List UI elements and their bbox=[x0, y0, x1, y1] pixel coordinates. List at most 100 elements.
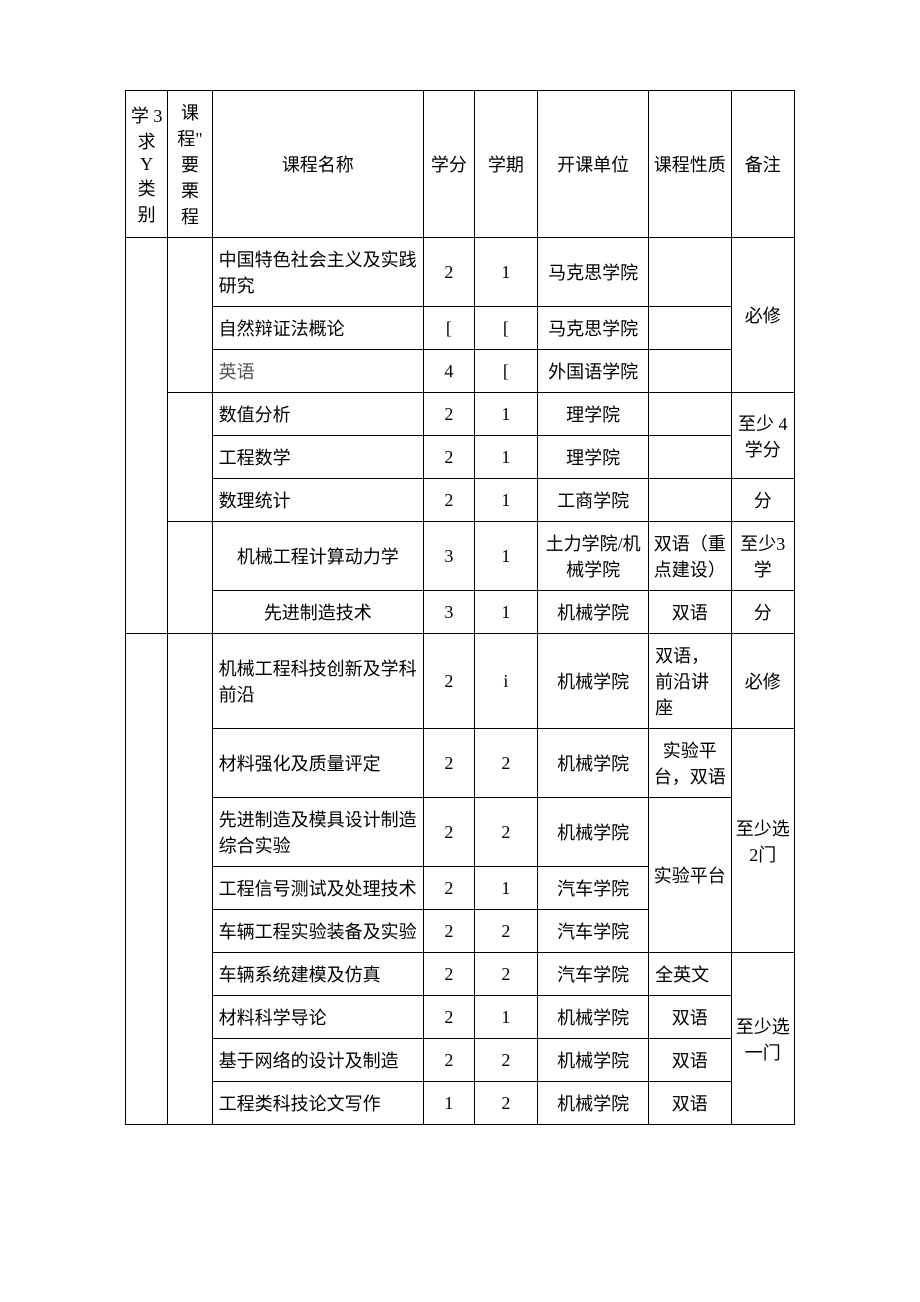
table-row: 数值分析 2 1 理学院 至少 4 学分 bbox=[126, 393, 795, 436]
course-name: 材料科学导论 bbox=[212, 996, 423, 1039]
table-row: 材料科学导论 2 1 机械学院 双语 bbox=[126, 996, 795, 1039]
course-term: 1 bbox=[474, 591, 537, 634]
col-course-name: 课程名称 bbox=[212, 91, 423, 238]
course-name: 车辆系统建模及仿真 bbox=[212, 953, 423, 996]
course-nature bbox=[649, 479, 731, 522]
course-term: 1 bbox=[474, 436, 537, 479]
course-nature: 双语 bbox=[649, 996, 731, 1039]
course-dept: 马克思学院 bbox=[538, 238, 649, 307]
col-category1: 学 3 求 Y 类别 bbox=[126, 91, 168, 238]
course-name: 自然辩证法概论 bbox=[212, 307, 423, 350]
course-credit: 2 bbox=[424, 436, 475, 479]
course-credit: [ bbox=[424, 307, 475, 350]
course-term: 1 bbox=[474, 393, 537, 436]
course-credit: 3 bbox=[424, 522, 475, 591]
course-name: 工程信号测试及处理技术 bbox=[212, 867, 423, 910]
course-table: 学 3 求 Y 类别 课程" 要 栗 程 课程名称 学分 学期 开课单位 课程性… bbox=[125, 90, 795, 1125]
course-credit: 2 bbox=[424, 910, 475, 953]
col-nature: 课程性质 bbox=[649, 91, 731, 238]
course-credit: 2 bbox=[424, 729, 475, 798]
cat2-cell bbox=[168, 238, 212, 393]
course-term: [ bbox=[474, 307, 537, 350]
course-term: i bbox=[474, 634, 537, 729]
table-row: 工程数学 2 1 理学院 bbox=[126, 436, 795, 479]
course-name: 机械工程计算动力学 bbox=[212, 522, 423, 591]
course-dept: 土力学院/机械学院 bbox=[538, 522, 649, 591]
col-category2: 课程" 要 栗 程 bbox=[168, 91, 212, 238]
note-cell: 必修 bbox=[731, 634, 794, 729]
course-term: 1 bbox=[474, 479, 537, 522]
table-row: 机械工程计算动力学 3 1 土力学院/机械学院 双语（重点建设） 至少3 学 bbox=[126, 522, 795, 591]
course-name: 数值分析 bbox=[212, 393, 423, 436]
course-name: 机械工程科技创新及学科前沿 bbox=[212, 634, 423, 729]
course-credit: 2 bbox=[424, 634, 475, 729]
course-nature: 双语 bbox=[649, 1082, 731, 1125]
course-term: 2 bbox=[474, 729, 537, 798]
course-credit: 2 bbox=[424, 393, 475, 436]
course-name: 先进制造技术 bbox=[212, 591, 423, 634]
course-credit: 2 bbox=[424, 1039, 475, 1082]
course-term: 2 bbox=[474, 798, 537, 867]
table-row: 工程类科技论文写作 1 2 机械学院 双语 bbox=[126, 1082, 795, 1125]
note-cell: 至少3 学 bbox=[731, 522, 794, 591]
course-nature: 双语 bbox=[649, 1039, 731, 1082]
course-term: 2 bbox=[474, 910, 537, 953]
course-dept: 外国语学院 bbox=[538, 350, 649, 393]
course-name: 车辆工程实验装备及实验 bbox=[212, 910, 423, 953]
course-nature bbox=[649, 393, 731, 436]
table-row: 自然辩证法概论 [ [ 马克思学院 bbox=[126, 307, 795, 350]
table-row: 先进制造技术 3 1 机械学院 双语 分 bbox=[126, 591, 795, 634]
course-nature bbox=[649, 350, 731, 393]
cat2-cell bbox=[168, 522, 212, 634]
course-dept: 理学院 bbox=[538, 436, 649, 479]
course-dept: 机械学院 bbox=[538, 634, 649, 729]
note-cell: 分 bbox=[731, 591, 794, 634]
course-nature: 实验平台，双语 bbox=[649, 729, 731, 798]
course-name: 数理统计 bbox=[212, 479, 423, 522]
course-nature: 全英文 bbox=[649, 953, 731, 996]
col-note: 备注 bbox=[731, 91, 794, 238]
course-dept: 机械学院 bbox=[538, 798, 649, 867]
course-credit: 3 bbox=[424, 591, 475, 634]
cat1-cell bbox=[126, 634, 168, 1125]
col-term: 学期 bbox=[474, 91, 537, 238]
table-row: 英语 4 [ 外国语学院 bbox=[126, 350, 795, 393]
course-name: 材料强化及质量评定 bbox=[212, 729, 423, 798]
course-nature: 双语，前沿讲座 bbox=[649, 634, 731, 729]
table-header-row: 学 3 求 Y 类别 课程" 要 栗 程 课程名称 学分 学期 开课单位 课程性… bbox=[126, 91, 795, 238]
table-row: 中国特色社会主义及实践研究 2 1 马克思学院 必修 bbox=[126, 238, 795, 307]
table-row: 基于网络的设计及制造 2 2 机械学院 双语 bbox=[126, 1039, 795, 1082]
course-nature: 双语（重点建设） bbox=[649, 522, 731, 591]
course-dept: 工商学院 bbox=[538, 479, 649, 522]
course-term: 1 bbox=[474, 867, 537, 910]
course-dept: 机械学院 bbox=[538, 729, 649, 798]
course-credit: 2 bbox=[424, 479, 475, 522]
course-dept: 汽车学院 bbox=[538, 953, 649, 996]
course-credit: 2 bbox=[424, 996, 475, 1039]
course-dept: 机械学院 bbox=[538, 1039, 649, 1082]
course-dept: 机械学院 bbox=[538, 591, 649, 634]
course-credit: 4 bbox=[424, 350, 475, 393]
course-nature bbox=[649, 238, 731, 307]
course-name: 英语 bbox=[212, 350, 423, 393]
course-nature: 实验平台 bbox=[649, 798, 731, 953]
table-row: 先进制造及模具设计制造综合实验 2 2 机械学院 实验平台 bbox=[126, 798, 795, 867]
cat1-cell bbox=[126, 238, 168, 634]
course-term: 2 bbox=[474, 1039, 537, 1082]
course-name: 基于网络的设计及制造 bbox=[212, 1039, 423, 1082]
note-cell: 必修 bbox=[731, 238, 794, 393]
note-cell: 至少选2门 bbox=[731, 729, 794, 953]
note-cell: 至少 4 学分 bbox=[731, 393, 794, 479]
course-term: 2 bbox=[474, 1082, 537, 1125]
course-credit: 2 bbox=[424, 953, 475, 996]
course-term: 1 bbox=[474, 522, 537, 591]
course-credit: 2 bbox=[424, 798, 475, 867]
course-nature bbox=[649, 436, 731, 479]
cat2-cell bbox=[168, 393, 212, 522]
course-dept: 汽车学院 bbox=[538, 867, 649, 910]
col-department: 开课单位 bbox=[538, 91, 649, 238]
note-cell: 分 bbox=[731, 479, 794, 522]
course-nature bbox=[649, 307, 731, 350]
table-row: 数理统计 2 1 工商学院 分 bbox=[126, 479, 795, 522]
course-name: 工程数学 bbox=[212, 436, 423, 479]
